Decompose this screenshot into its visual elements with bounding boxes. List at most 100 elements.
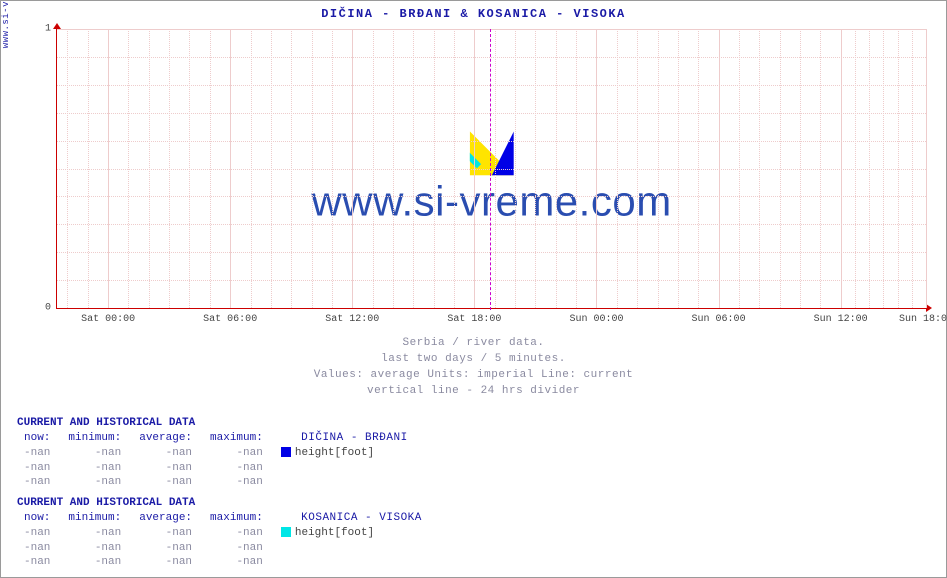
table-cell: -nan: [130, 475, 201, 490]
plot-area: www.si-vreme.com 01Sat 00:00Sat 06:00Sat…: [56, 29, 926, 309]
data-block-title: CURRENT AND HISTORICAL DATA: [17, 496, 431, 511]
gridline-v-minor: [251, 29, 252, 308]
table-col-header: now:: [15, 511, 59, 526]
gridline-v-minor: [271, 29, 272, 308]
gridline-h-minor: [57, 280, 926, 281]
series-swatch-icon: [281, 527, 291, 537]
gridline-v-minor: [332, 29, 333, 308]
data-table: now:minimum:average:maximum: KOSANICA - …: [15, 511, 431, 570]
chart-subcaption: Serbia / river data. last two days / 5 m…: [1, 336, 946, 400]
series-label: KOSANICA - VISOKA: [272, 511, 431, 526]
table-col-header: maximum:: [201, 511, 272, 526]
gridline-v-minor: [678, 29, 679, 308]
gridline-v: [474, 29, 475, 308]
gridline-v-minor: [413, 29, 414, 308]
gridline-h-minor: [57, 224, 926, 225]
x-tick-label: Sun 12:00: [814, 308, 868, 325]
gridline-v: [352, 29, 353, 308]
table-cell: -nan: [201, 475, 272, 490]
x-tick-label: Sat 06:00: [203, 308, 257, 325]
table-cell: -nan: [15, 541, 59, 556]
gridline-v: [230, 29, 231, 308]
subcaption-line: Serbia / river data.: [1, 336, 946, 352]
table-cell: -nan: [59, 475, 130, 490]
table-cell: -nan: [15, 555, 59, 570]
series-swatch-icon: [281, 447, 291, 457]
subcaption-line: Values: average Units: imperial Line: cu…: [1, 368, 946, 384]
table-row: -nan-nan-nan-nan: [15, 541, 431, 556]
gridline-v: [108, 29, 109, 308]
gridline-v-minor: [780, 29, 781, 308]
gridline-v-minor: [169, 29, 170, 308]
table-row: -nan-nan-nan-nan: [15, 475, 417, 490]
gridline-v-minor: [759, 29, 760, 308]
table-row-label: [272, 461, 417, 476]
gridline-h: [57, 29, 926, 30]
gridline-v: [926, 29, 927, 308]
table-row-label: [272, 541, 431, 556]
gridline-v-minor: [800, 29, 801, 308]
x-tick-label: Sun 06:00: [692, 308, 746, 325]
gridline-h-minor: [57, 57, 926, 58]
chart-frame: www.si-vreme.com DIČINA - BRĐANI & KOSAN…: [0, 0, 947, 578]
site-label-vertical: www.si-vreme.com: [1, 0, 11, 161]
chart-title: DIČINA - BRĐANI & KOSANICA - VISOKA: [1, 7, 946, 21]
gridline-v-minor: [576, 29, 577, 308]
gridline-v-minor: [434, 29, 435, 308]
gridline-v-minor: [698, 29, 699, 308]
gridline-v-minor: [535, 29, 536, 308]
gridline-v-minor: [869, 29, 870, 308]
gridline-v-minor: [855, 29, 856, 308]
table-row-label: height[foot]: [272, 526, 431, 541]
table-cell: -nan: [130, 526, 201, 541]
divider-24h: [490, 29, 491, 310]
x-tick-label: Sun 00:00: [569, 308, 623, 325]
table-cell: -nan: [15, 446, 59, 461]
gridline-v: [841, 29, 842, 308]
table-cell: -nan: [59, 541, 130, 556]
table-cell: -nan: [130, 541, 201, 556]
gridline-v-minor: [912, 29, 913, 308]
table-cell: -nan: [130, 555, 201, 570]
table-cell: -nan: [59, 461, 130, 476]
gridline-v-minor: [312, 29, 313, 308]
table-cell: -nan: [59, 526, 130, 541]
table-cell: -nan: [59, 555, 130, 570]
table-cell: -nan: [130, 461, 201, 476]
gridline-v-minor: [515, 29, 516, 308]
table-col-header: minimum:: [59, 511, 130, 526]
table-row: -nan-nan-nan-nan: [15, 461, 417, 476]
table-col-header: average:: [130, 431, 201, 446]
y-tick-label: 0: [45, 303, 57, 314]
gridline-v-minor: [883, 29, 884, 308]
subcaption-line: vertical line - 24 hrs divider: [1, 384, 946, 400]
table-cell: -nan: [15, 526, 59, 541]
gridline-v-minor: [373, 29, 374, 308]
gridline-v-minor: [739, 29, 740, 308]
gridline-v-minor: [291, 29, 292, 308]
table-cell: -nan: [59, 446, 130, 461]
gridline-h-minor: [57, 196, 926, 197]
table-cell: -nan: [201, 461, 272, 476]
gridline-v-minor: [393, 29, 394, 308]
gridline-v-minor: [658, 29, 659, 308]
series-label: DIČINA - BRĐANI: [272, 431, 417, 446]
table-cell: -nan: [130, 446, 201, 461]
table-row-label: [272, 555, 431, 570]
table-cell: -nan: [201, 446, 272, 461]
gridline-v: [719, 29, 720, 308]
gridline-v-minor: [189, 29, 190, 308]
gridline-v-minor: [495, 29, 496, 308]
x-tick-label: Sat 18:00: [447, 308, 501, 325]
table-cell: -nan: [201, 555, 272, 570]
table-col-header: average:: [130, 511, 201, 526]
gridline-h-minor: [57, 85, 926, 86]
table-row-label: height[foot]: [272, 446, 417, 461]
x-tick-label: Sun 18:00: [899, 308, 947, 325]
data-table: now:minimum:average:maximum: DIČINA - BR…: [15, 431, 417, 490]
data-block: CURRENT AND HISTORICAL DATAnow:minimum:a…: [15, 496, 431, 570]
gridline-v-minor: [820, 29, 821, 308]
x-tick-label: Sat 12:00: [325, 308, 379, 325]
data-block-title: CURRENT AND HISTORICAL DATA: [17, 416, 417, 431]
x-tick-label: Sat 00:00: [81, 308, 135, 325]
